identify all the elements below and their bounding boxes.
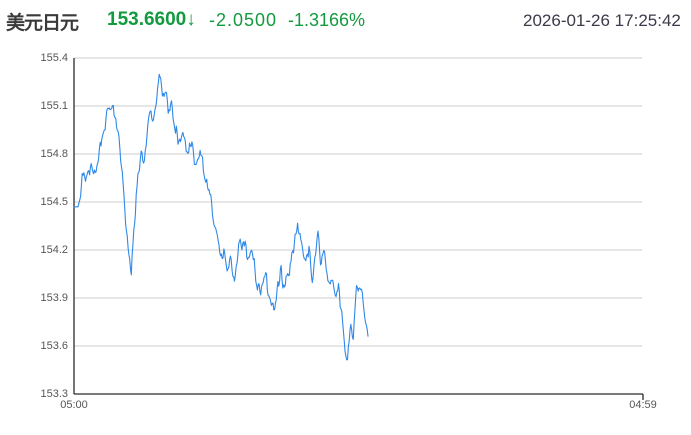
svg-text:154.8: 154.8: [40, 148, 68, 160]
svg-text:154.2: 154.2: [40, 244, 68, 256]
svg-text:05:00: 05:00: [60, 399, 88, 411]
svg-text:155.4: 155.4: [40, 52, 68, 64]
svg-text:04:59: 04:59: [629, 399, 657, 411]
svg-text:154.5: 154.5: [40, 196, 68, 208]
svg-text:153.6: 153.6: [40, 340, 68, 352]
svg-text:155.1: 155.1: [40, 100, 68, 112]
svg-text:153.9: 153.9: [40, 292, 68, 304]
